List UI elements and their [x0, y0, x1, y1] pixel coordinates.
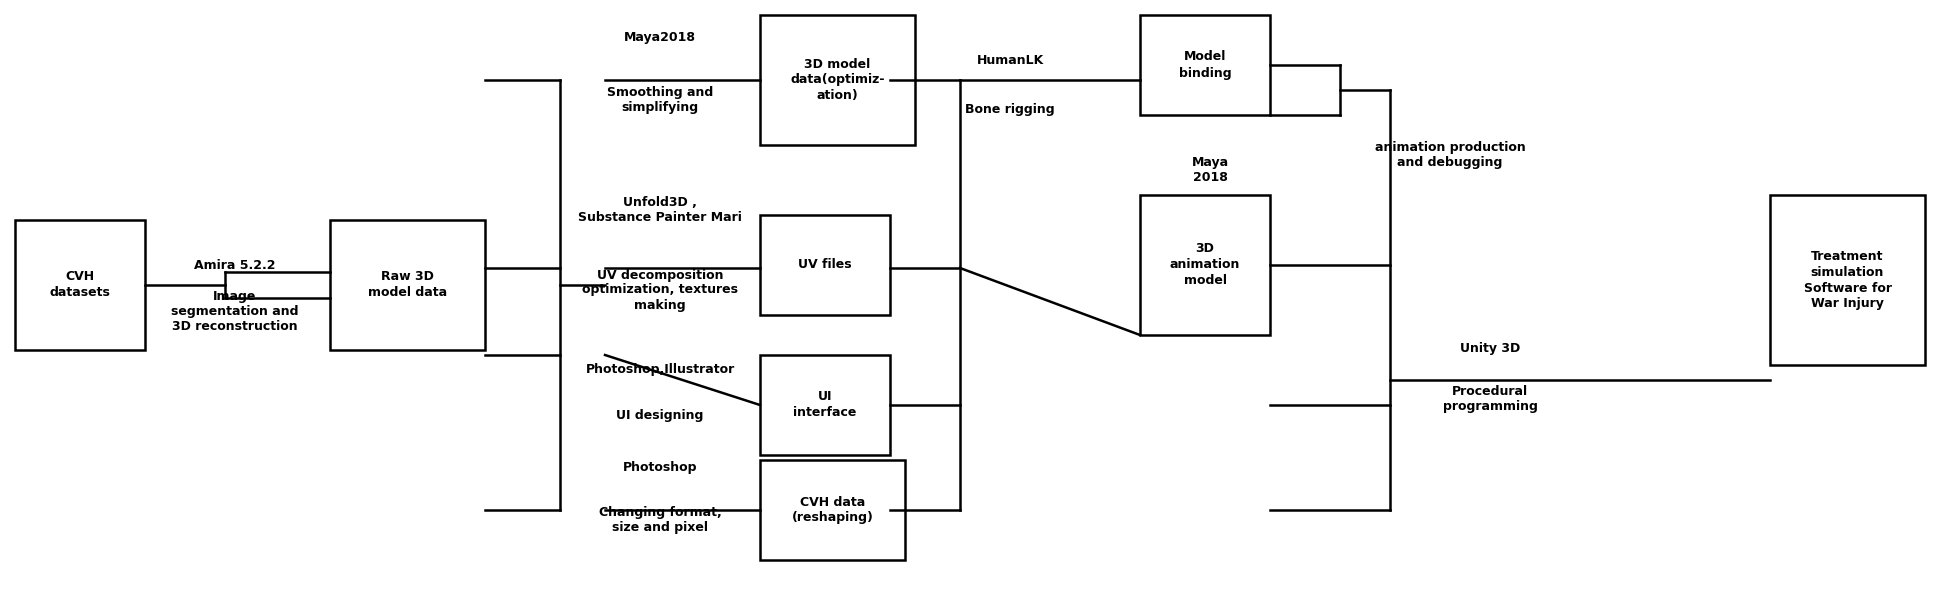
Bar [16, 220, 146, 350]
Text: UI
interface: UI interface [793, 391, 857, 419]
Text: Smoothing and
simplifying: Smoothing and simplifying [607, 86, 713, 114]
Bar [330, 220, 484, 350]
Text: UI designing: UI designing [616, 409, 704, 422]
Text: UV decomposition
optimization, textures
making: UV decomposition optimization, textures … [581, 269, 739, 312]
Text: Treatment
simulation
Software for
War Injury: Treatment simulation Software for War In… [1804, 250, 1892, 310]
Text: 3D model
data(optimiz-
ation): 3D model data(optimiz- ation) [791, 58, 885, 102]
Text: Photoshop,Illustrator: Photoshop,Illustrator [585, 363, 735, 376]
Bar [1139, 15, 1269, 115]
Bar [760, 460, 906, 560]
Text: Maya2018: Maya2018 [624, 31, 696, 45]
Text: CVH data
(reshaping): CVH data (reshaping) [791, 495, 873, 524]
Text: Maya
2018: Maya 2018 [1192, 156, 1229, 184]
Text: 3D
animation
model: 3D animation model [1170, 243, 1240, 287]
Text: Changing format,
size and pixel: Changing format, size and pixel [599, 506, 721, 534]
Text: Amira 5.2.2: Amira 5.2.2 [194, 259, 276, 272]
Text: Procedural
programming: Procedural programming [1442, 385, 1538, 413]
Text: Bone rigging: Bone rigging [964, 104, 1056, 117]
Text: animation production
and debugging: animation production and debugging [1374, 141, 1526, 169]
Bar [1139, 195, 1269, 335]
Text: UV files: UV files [799, 259, 851, 272]
Bar [760, 355, 890, 455]
Text: Image
segmentation and
3D reconstruction: Image segmentation and 3D reconstruction [171, 290, 299, 333]
Text: Unfold3D ,
Substance Painter Mari: Unfold3D , Substance Painter Mari [577, 196, 743, 224]
Bar [1769, 195, 1925, 365]
Text: Raw 3D
model data: Raw 3D model data [367, 270, 447, 299]
Text: Photoshop: Photoshop [622, 462, 698, 475]
Bar [760, 215, 890, 315]
Text: Unity 3D: Unity 3D [1460, 342, 1520, 355]
Text: Model
binding: Model binding [1178, 51, 1231, 80]
Text: HumanLK: HumanLK [976, 54, 1044, 67]
Bar [760, 15, 916, 145]
Text: CVH
datasets: CVH datasets [49, 270, 111, 299]
